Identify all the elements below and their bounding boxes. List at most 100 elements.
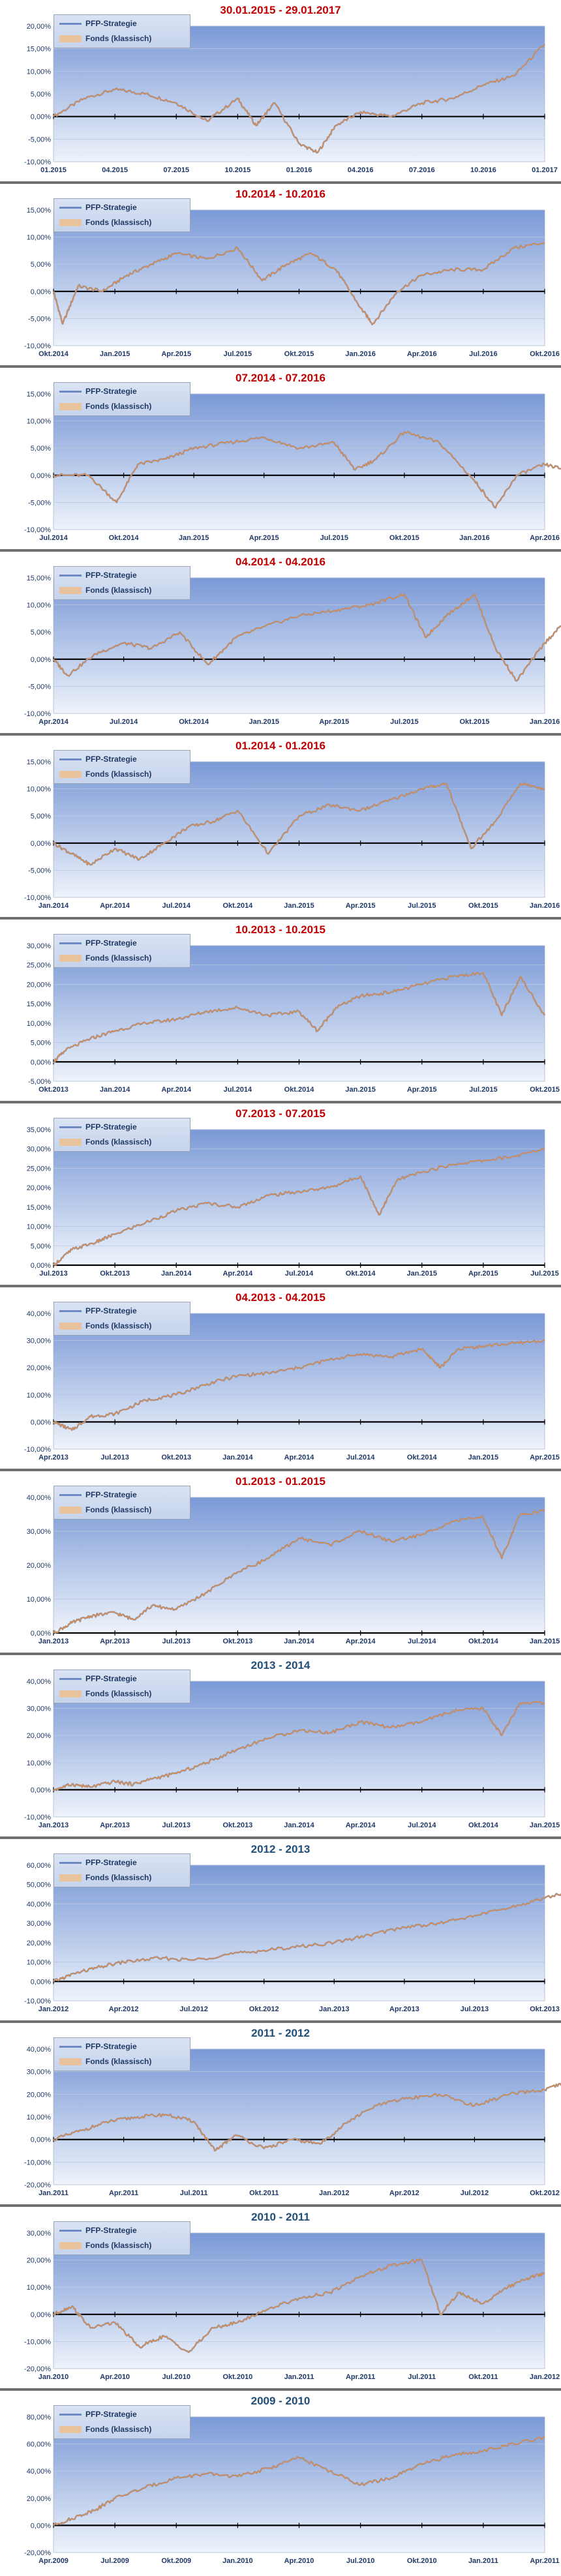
legend-swatch-fonds	[59, 1690, 82, 1698]
x-tick-label: Apr.2010	[284, 2557, 314, 2565]
legend-entry-pfp: PFP-Strategie	[59, 2224, 137, 2237]
legend-entry-fonds: Fonds (klassisch)	[59, 32, 151, 45]
legend-swatch-pfp	[59, 390, 82, 393]
legend: PFP-Strategie Fonds (klassisch)	[53, 14, 190, 48]
x-tick-label: Jan.2015	[345, 1086, 375, 1094]
chart-panel: 80,00% 60,00% 40,00% 20,00% 0,00% -20,00% Apr.…	[0, 2391, 561, 2572]
legend-swatch-pfp	[59, 1677, 82, 1680]
y-tick-label: -10,00%	[24, 2159, 51, 2166]
chart-panel: 40,00% 30,00% 20,00% 10,00% 0,00% -10,00% Apr.…	[0, 1287, 561, 1469]
legend-swatch-fonds	[59, 586, 82, 594]
legend-label-pfp: PFP-Strategie	[85, 2226, 137, 2235]
legend-label-pfp: PFP-Strategie	[85, 1858, 137, 1867]
x-tick-label: Jan.2013	[319, 2005, 349, 2013]
y-tick-label: 5,00%	[31, 1040, 51, 1047]
legend-entry-pfp: PFP-Strategie	[59, 2408, 137, 2421]
chart-svg: 40,00% 30,00% 20,00% 10,00% 0,00%Jan.2013 Apr…	[27, 1494, 560, 1645]
x-tick-label: Apr.2009	[38, 2557, 68, 2565]
y-tick-label: -5,00%	[28, 499, 51, 507]
y-tick-label: 0,00%	[31, 1418, 51, 1426]
y-tick-label: 15,00%	[27, 758, 52, 766]
x-tick-label: Okt.2011	[249, 2189, 279, 2197]
y-tick-label: -20,00%	[24, 2365, 51, 2373]
legend-swatch-fonds	[59, 402, 82, 410]
series-line-fonds	[53, 1148, 545, 1266]
legend-swatch-fonds	[59, 2425, 82, 2433]
chart-separator	[0, 1469, 561, 1471]
legend-entry-fonds: Fonds (klassisch)	[59, 2055, 151, 2068]
legend-entry-fonds: Fonds (klassisch)	[59, 584, 151, 597]
x-tick-label: Okt.2014	[109, 534, 140, 542]
chart-title: 01.2013 - 01.2015	[235, 1475, 326, 1488]
y-tick-label: -5,00%	[28, 867, 51, 875]
x-tick-label: Jul.2013	[162, 1638, 190, 1645]
legend-entry-pfp: PFP-Strategie	[59, 1856, 137, 1869]
chart-panel: 40,00% 30,00% 20,00% 10,00% 0,00% -10,00% -20,…	[0, 2023, 561, 2204]
y-tick-label: 0,00%	[31, 113, 51, 121]
x-tick-label: Jan.2012	[38, 2005, 68, 2013]
legend-label-fonds: Fonds (klassisch)	[85, 2057, 152, 2066]
y-tick-label: 0,00%	[31, 288, 51, 296]
x-tick-label: Okt.2013	[530, 2005, 560, 2013]
y-tick-label: 60,00%	[27, 1862, 52, 1870]
x-tick-label: 10.2016	[470, 166, 496, 174]
chart-svg: 60,00% 50,00% 40,00% 30,00% 20,00% 10,00% 0,00…	[24, 1862, 561, 2013]
x-tick-label: Apr.2011	[346, 2373, 375, 2381]
x-tick-label: Okt.2014	[222, 902, 253, 910]
y-tick-label: -10,00%	[24, 1814, 51, 1821]
chart-svg: 35,00% 30,00% 25,00% 20,00% 15,00% 10,00% 5,00…	[27, 1126, 559, 1278]
y-tick-label: 10,00%	[27, 1020, 52, 1028]
legend: PFP-Strategie Fonds (klassisch)	[53, 1486, 190, 1520]
y-tick-label: 10,00%	[27, 234, 52, 242]
x-tick-label: Apr.2013	[38, 1454, 68, 1461]
y-tick-label: -10,00%	[24, 342, 51, 350]
chart-separator	[0, 181, 561, 184]
series-line-fonds	[53, 1509, 545, 1634]
x-tick-label: Apr.2015	[249, 534, 279, 542]
x-tick-label: Jul.2014	[39, 534, 68, 542]
y-tick-label: 10,00%	[27, 1223, 52, 1231]
y-tick-label: 10,00%	[27, 1392, 52, 1400]
x-tick-label: Okt.2015	[459, 718, 489, 726]
y-tick-label: 35,00%	[27, 1126, 52, 1134]
x-tick-label: Okt.2012	[530, 2189, 560, 2197]
legend-swatch-pfp	[59, 2413, 82, 2416]
series-line-fonds	[53, 1701, 545, 1791]
y-tick-label: -5,00%	[28, 136, 51, 143]
x-tick-label: 04.2015	[102, 166, 128, 174]
x-tick-label: Jan.2010	[222, 2557, 252, 2565]
legend-label-fonds: Fonds (klassisch)	[85, 1137, 152, 1146]
y-tick-label: 15,00%	[27, 391, 52, 398]
x-tick-label: Jan.2015	[100, 350, 130, 358]
chart-separator	[0, 2204, 561, 2207]
legend-entry-pfp: PFP-Strategie	[59, 2040, 137, 2053]
y-tick-label: 25,00%	[27, 962, 52, 970]
legend-label-pfp: PFP-Strategie	[85, 938, 137, 948]
legend-entry-fonds: Fonds (klassisch)	[59, 2239, 151, 2252]
legend: PFP-Strategie Fonds (klassisch)	[53, 750, 190, 784]
legend-swatch-pfp	[59, 22, 82, 25]
chart-separator	[0, 549, 561, 552]
x-tick-label: Jul.2014	[224, 1086, 252, 1094]
y-tick-label: 5,00%	[31, 629, 51, 637]
legend-entry-fonds: Fonds (klassisch)	[59, 1687, 151, 1700]
chart-separator	[0, 1836, 561, 1839]
x-tick-label: 01.2017	[532, 166, 558, 174]
chart-separator	[0, 1101, 561, 1103]
x-tick-label: Jul.2013	[162, 1821, 190, 1829]
y-tick-label: 40,00%	[27, 1310, 52, 1318]
plot-area	[53, 1313, 545, 1450]
x-tick-label: Jan.2016	[459, 534, 489, 542]
legend-entry-pfp: PFP-Strategie	[59, 1304, 137, 1317]
chart-panel: 60,00% 50,00% 40,00% 30,00% 20,00% 10,00% 0,00…	[0, 1839, 561, 2020]
legend: PFP-Strategie Fonds (klassisch)	[53, 1670, 190, 1703]
chart-panel: 20,00% 15,00% 10,00% 5,00% 0,00% -5,00% -10,00…	[0, 0, 561, 181]
y-tick-label: 5,00%	[31, 91, 51, 98]
y-tick-label: -20,00%	[24, 2549, 51, 2557]
x-tick-label: Apr.2014	[346, 1821, 376, 1829]
y-tick-label: 0,00%	[31, 2311, 51, 2319]
chart-svg: 15,00%10,00%5,00%0,00%-5,00%-10,00%Jul.2…	[24, 391, 561, 542]
x-tick-label: Apr.2015	[530, 1454, 560, 1461]
legend-entry-pfp: PFP-Strategie	[59, 385, 137, 398]
x-tick-label: Jan.2015	[468, 1454, 498, 1461]
